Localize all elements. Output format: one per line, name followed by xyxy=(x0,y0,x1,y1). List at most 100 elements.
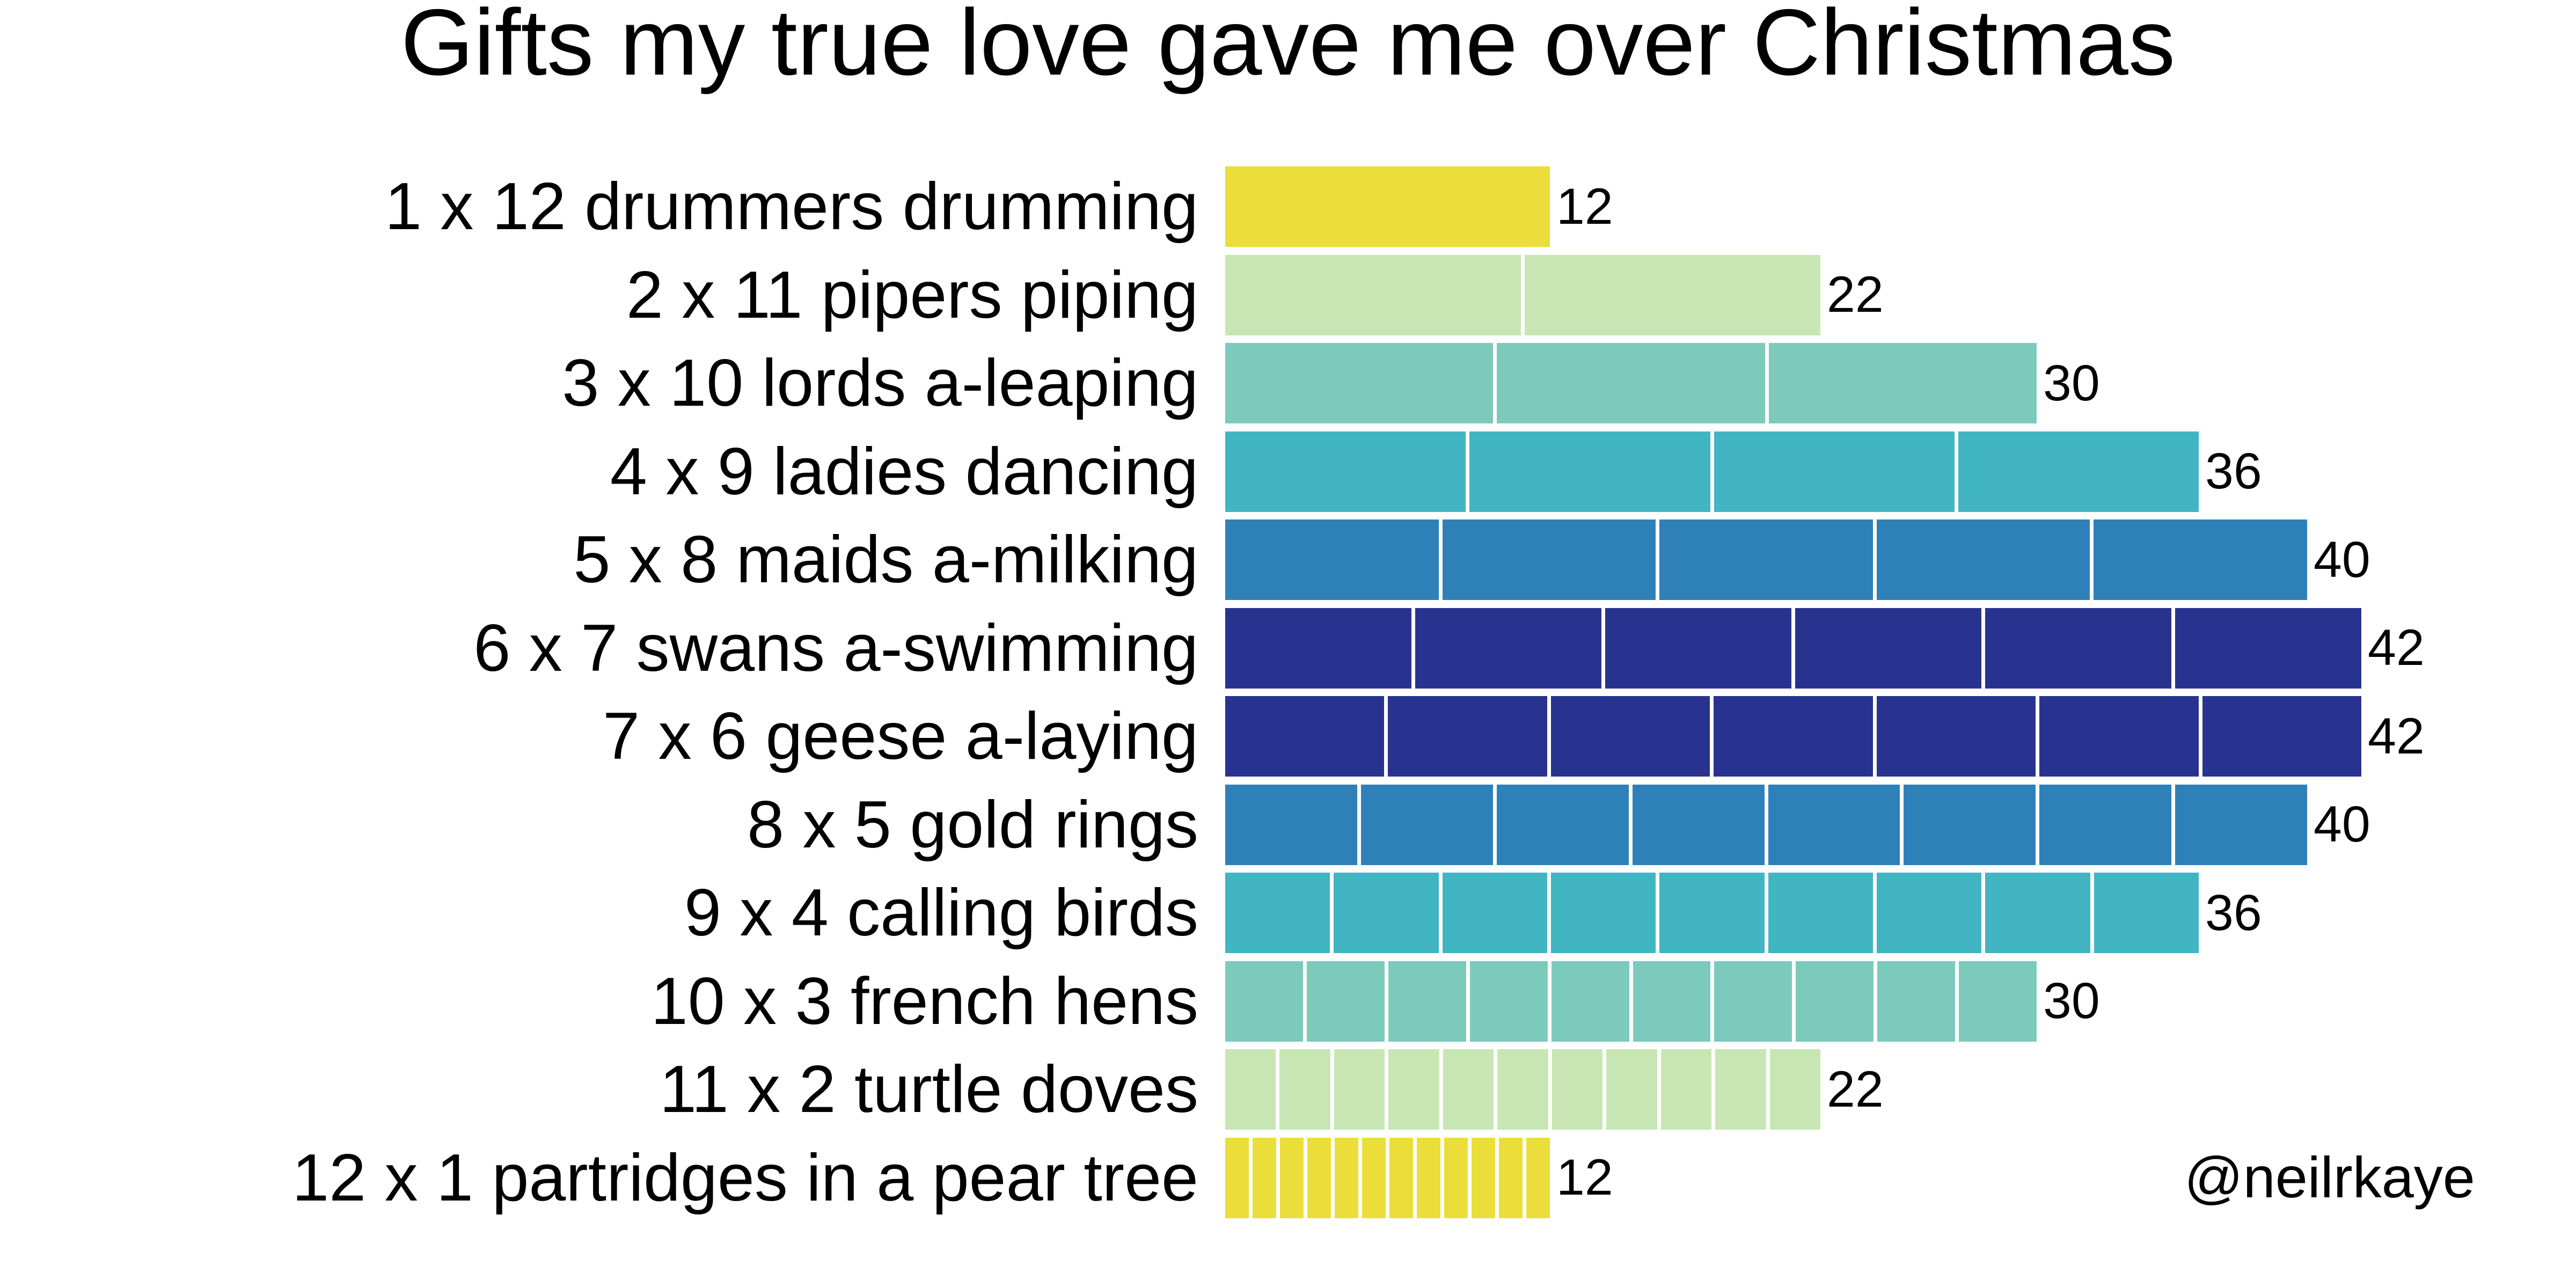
bar-value-label: 36 xyxy=(2205,884,2262,941)
bar xyxy=(1225,1137,1550,1218)
bar xyxy=(1225,254,1820,335)
row-label: 6 x 7 swans a-swimming xyxy=(473,611,1198,685)
bar-segment xyxy=(1768,784,1900,865)
bar-segment xyxy=(2094,519,2307,600)
bar-segment xyxy=(1225,166,1550,247)
bar-segment xyxy=(1795,608,1981,689)
bar-segment xyxy=(1985,608,2171,689)
bar-segment xyxy=(1796,961,1874,1042)
bar-segment xyxy=(2202,696,2361,777)
bar-value-label: 42 xyxy=(2368,707,2425,765)
bar-value-label: 40 xyxy=(2314,796,2370,853)
bar-segment xyxy=(1335,1137,1358,1218)
bar-segment xyxy=(1415,608,1601,689)
bar-segment xyxy=(1307,1137,1331,1218)
bar-value-label: 42 xyxy=(2368,619,2425,676)
bar-segment xyxy=(1442,873,1547,953)
bar-segment xyxy=(1876,873,1982,953)
row-label: 2 x 11 pipers piping xyxy=(626,258,1198,332)
bar-segment xyxy=(1417,1137,1440,1218)
row-label: 5 x 8 maids a-milking xyxy=(573,523,1198,597)
row-label: 12 x 1 partridges in a pear tree xyxy=(292,1140,1198,1215)
bar xyxy=(1225,608,2361,689)
bar-segment xyxy=(1904,784,2036,865)
bar-segment xyxy=(1443,1049,1494,1130)
bar-segment xyxy=(1388,696,1547,777)
bar-segment xyxy=(1659,519,1873,600)
row-label: 1 x 12 drummers drumming xyxy=(384,170,1198,244)
bar-segment xyxy=(1225,1137,1249,1218)
bar-segment xyxy=(1633,961,1711,1042)
bar-segment xyxy=(1768,343,2037,423)
row-label: 8 x 5 gold rings xyxy=(747,787,1198,862)
bar-segment xyxy=(1606,1049,1657,1130)
bar-segment xyxy=(1497,343,1765,423)
row-label: 3 x 10 lords a-leaping xyxy=(562,346,1198,420)
chart-row: 2 x 11 pipers piping 22 xyxy=(0,254,2425,335)
bar-segment xyxy=(1306,961,1385,1042)
chart-row: 10 x 3 french hens 30 xyxy=(0,961,2425,1042)
bar-segment xyxy=(1225,1049,1276,1130)
bar-segment xyxy=(1550,696,1710,777)
bar-segment xyxy=(1526,1137,1550,1218)
bar-segment xyxy=(1985,873,2090,953)
chart-row: 7 x 6 geese a-laying 42 xyxy=(0,696,2425,777)
chart-row: 6 x 7 swans a-swimming 42 xyxy=(0,608,2425,689)
bar-value-label: 36 xyxy=(2205,443,2262,500)
row-label: 4 x 9 ladies dancing xyxy=(610,434,1198,509)
attribution-handle: @neilrkaye xyxy=(2184,1145,2475,1210)
row-label: 9 x 4 calling birds xyxy=(684,876,1198,950)
bar-segment xyxy=(1550,873,1656,953)
bar-segment xyxy=(1362,1137,1386,1218)
bar xyxy=(1225,961,2037,1042)
bar-segment xyxy=(1225,784,1357,865)
bar-segment xyxy=(1660,1049,1712,1130)
bar-segment xyxy=(1632,784,1765,865)
bar-segment xyxy=(1499,1137,1523,1218)
bar xyxy=(1225,696,2361,777)
bar-segment xyxy=(2175,608,2361,689)
row-label: 11 x 2 turtle doves xyxy=(659,1052,1198,1126)
bar-segment xyxy=(1469,961,1548,1042)
bar-segment xyxy=(1714,961,1792,1042)
bar-segment xyxy=(1225,519,1439,600)
bar-segment xyxy=(1714,696,1873,777)
chart-row: 9 x 4 calling birds 36 xyxy=(0,873,2425,953)
chart-row: 5 x 8 maids a-milking 40 xyxy=(0,519,2425,600)
chart-title: Gifts my true love gave me over Christma… xyxy=(400,0,2176,95)
bar-segment xyxy=(1496,784,1629,865)
bar xyxy=(1225,431,2199,512)
bar-segment xyxy=(1225,431,1466,512)
bar-segment xyxy=(1714,431,1955,512)
bar-value-label: 40 xyxy=(2314,531,2370,588)
chart-row: 11 x 2 turtle doves 22 xyxy=(0,1049,2425,1130)
bar-rows-container: 1 x 12 drummers drumming 12 2 x 11 pipers … xyxy=(0,166,2425,1218)
chart-row: 4 x 9 ladies dancing 36 xyxy=(0,431,2425,512)
bar-segment xyxy=(1605,608,1791,689)
bar-segment xyxy=(1280,1137,1304,1218)
bar-segment xyxy=(2175,784,2307,865)
bar-segment xyxy=(1876,696,2036,777)
bar-segment xyxy=(1225,961,1303,1042)
bar-segment xyxy=(1253,1137,1276,1218)
bar-value-label: 30 xyxy=(2043,354,2100,412)
bar-segment xyxy=(1225,696,1385,777)
bar-value-label: 22 xyxy=(1827,266,1884,323)
bar-value-label: 30 xyxy=(2043,972,2100,1029)
bar-segment xyxy=(2094,873,2199,953)
bar-segment xyxy=(1472,1137,1495,1218)
bar-segment xyxy=(1389,1137,1413,1218)
bar-segment xyxy=(1659,873,1765,953)
bar-segment xyxy=(1877,961,1956,1042)
bar-value-label: 12 xyxy=(1556,178,1613,235)
chart-row: 8 x 5 gold rings 40 xyxy=(0,784,2425,865)
bar-segment xyxy=(1360,784,1493,865)
bar-segment xyxy=(1715,1049,1766,1130)
bar-segment xyxy=(1552,1049,1603,1130)
bar xyxy=(1225,1049,1820,1130)
bar-segment xyxy=(1769,1049,1820,1130)
chart-row: 1 x 12 drummers drumming 12 xyxy=(0,166,2425,247)
bar xyxy=(1225,784,2307,865)
bar xyxy=(1225,343,2037,423)
